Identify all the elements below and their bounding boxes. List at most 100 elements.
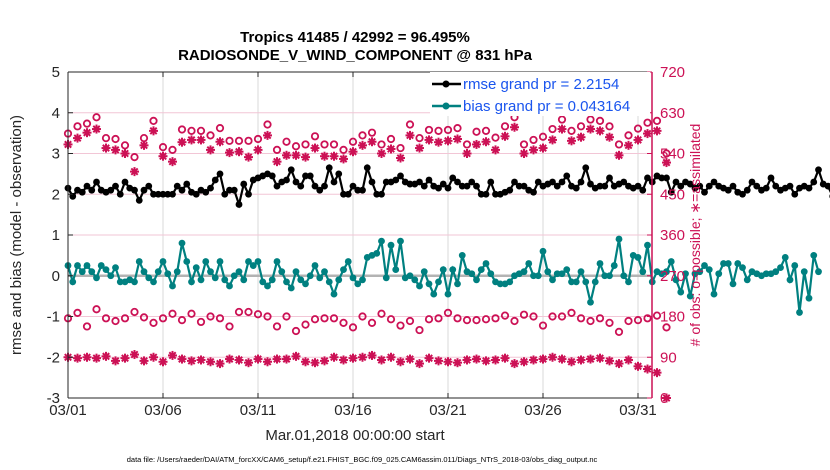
obs-possible-marker [453,314,462,323]
obs-possible-marker [225,322,234,331]
obs-assimilated-marker [92,353,101,363]
obs-assimilated-marker [662,158,671,168]
rmse-point [753,182,761,190]
obs-possible-marker [301,140,310,149]
bias-point [473,276,480,284]
bias-point [373,249,381,257]
obs-assimilated-marker [244,358,253,368]
obs-assimilated-marker [576,355,586,365]
obs-possible-marker [557,312,567,321]
obs-possible-marker [149,318,158,327]
rmse-point [463,182,471,190]
obs-assimilated-marker [339,154,348,164]
rmse-point [226,186,233,194]
asterisk-stroke [415,144,424,152]
rmse-point [311,182,319,190]
obs-assimilated-marker [548,352,557,362]
rmse-point [140,186,148,194]
y-tick-label: -1 [47,309,60,326]
obs-assimilated-marker [310,143,320,153]
rmse-point [696,182,704,190]
asterisk-stroke [216,359,224,368]
obs-assimilated-marker [253,354,263,364]
obs-possible-marker [215,314,225,323]
rmse-point [439,180,447,188]
bias-point [131,278,138,286]
obs-assimilated-marker [263,357,272,367]
bias-point [316,274,324,282]
bias-point [506,278,514,286]
asterisk-stroke [567,357,576,366]
chart-title: Tropics 41485 / 42992 = 96.495% [240,29,470,46]
axes: 03/01 03/06 03/11 03/16 03/21 03/26 03/31 5 4 3 2 1… [47,64,685,419]
obs-possible-marker [595,116,605,126]
asterisk-stroke [83,353,91,362]
asterisk-stroke [491,145,500,154]
rmse-point [672,178,680,186]
asterisk-stroke [301,153,310,162]
y-axis-label: rmse and bias (model - observation) [8,115,25,355]
bias-point [810,251,818,259]
bias-point [88,268,96,276]
obs-assimilated-marker [225,148,234,158]
asterisk-stroke [463,356,471,364]
bias-point [425,280,433,288]
rmse-point [644,174,651,182]
obs-possible-marker [253,310,263,319]
rmse-point [335,170,343,178]
asterisk-stroke [330,152,338,161]
obs-assimilated-marker [187,356,196,366]
obs-possible-marker [282,137,291,146]
obs-possible-marker [253,134,263,144]
rmse-point [221,190,229,198]
bias-point [420,268,428,276]
obs-assimilated-marker [538,143,548,153]
rmse-point [135,196,143,204]
obs-possible-marker [415,134,424,143]
asterisk-stroke [434,138,443,147]
asterisk-stroke [159,152,167,161]
obs-possible-marker [130,153,139,162]
obs-assimilated-marker [491,355,500,365]
asterisk-stroke [263,131,272,140]
obs-assimilated-marker [111,145,120,155]
asterisk-stroke [178,138,186,147]
obs-possible-marker [310,315,320,324]
bias-point [430,290,438,298]
obs-assimilated-marker [424,353,434,363]
bias-point [791,262,799,269]
bias-point [292,268,300,276]
obs-assimilated-marker [500,353,510,363]
asterisk-stroke [415,359,424,368]
obs-assimilated-marker [348,353,358,363]
obs-assimilated-marker [348,147,358,157]
obs-assimilated-marker [130,350,139,360]
asterisk-stroke [301,357,310,366]
rmse-point [287,166,295,174]
obs-possible-marker [130,307,139,317]
bias-point [558,270,566,278]
bias-point [734,260,742,267]
obs-possible-marker [291,326,301,336]
asterisk-stroke [596,126,604,135]
asterisk-stroke [491,356,500,364]
rmse-point [658,174,666,182]
obs-possible-marker [614,327,624,336]
bias-point [188,278,195,286]
bias-point [107,272,115,280]
rmse-point [297,182,305,190]
asterisk-stroke [320,152,329,161]
bias-point [720,260,727,267]
obs-assimilated-marker [234,147,244,157]
rmse-point [178,186,186,194]
rmse-point [235,201,243,208]
asterisk-stroke [206,357,215,366]
rmse-point [743,186,751,194]
bias-point [739,264,746,271]
obs-assimilated-marker [586,124,595,134]
obs-assimilated-marker [120,353,130,363]
obs-possible-marker [538,321,548,330]
asterisk-stroke [615,151,623,160]
obs-assimilated-marker [139,356,149,366]
asterisk-stroke [73,354,82,363]
